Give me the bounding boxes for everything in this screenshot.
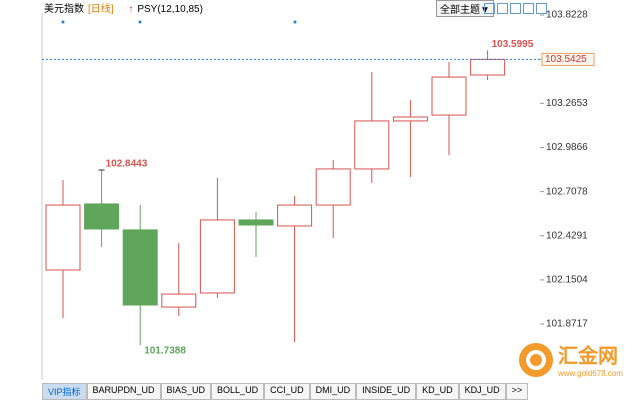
y-tick-label: 103.2653: [546, 98, 588, 109]
y-tick-label: 103.8228: [546, 10, 588, 21]
tab[interactable]: BARUPDN_UD: [86, 383, 161, 400]
candle-body: [277, 204, 313, 227]
watermark: 汇金网 www.gold678.com: [519, 343, 623, 378]
signal-dot: [138, 20, 142, 24]
low-label: 101.7388: [144, 346, 186, 357]
period[interactable]: [日线]: [88, 4, 114, 15]
site: www.gold678.com: [557, 369, 623, 378]
indicator-tabs: VIP指标 BARUPDN_UD BIAS_UD BOLL_UD CCI_UD DMI_U…: [42, 383, 529, 400]
theme-select[interactable]: 全部主题▼: [436, 0, 494, 17]
candle-body: [84, 203, 120, 230]
candle-body: [199, 219, 235, 294]
last-price-label: 103.5425: [545, 54, 587, 65]
icon[interactable]: [523, 3, 534, 14]
tab[interactable]: CCI_UD: [264, 383, 310, 400]
logo-mark: [526, 350, 546, 370]
indicator[interactable]: PSY(12,10,85): [137, 4, 203, 15]
candle-body: [122, 229, 158, 306]
y-tick-label: 101.8717: [546, 319, 588, 330]
y-tick-label: 102.4291: [546, 230, 588, 241]
y-tick-label: 102.9866: [546, 142, 588, 153]
candle-body: [392, 116, 428, 122]
signal-dot: [61, 20, 65, 24]
high-label: 102.8443: [106, 159, 148, 170]
candle-body: [161, 293, 197, 308]
candle-body: [354, 120, 390, 170]
tab[interactable]: VIP指标: [42, 383, 87, 400]
tab[interactable]: BOLL_UD: [211, 383, 265, 400]
symbol: 美元指数: [44, 4, 84, 15]
y-tick-label: 102.7078: [546, 186, 588, 197]
signal-dot: [293, 20, 297, 24]
y-tick-label: 102.1504: [546, 275, 588, 286]
tab[interactable]: KDJ_UD: [458, 383, 506, 400]
tab[interactable]: INSIDE_UD: [356, 383, 417, 400]
toolbar-icons: [484, 1, 549, 19]
tab[interactable]: DMI_UD: [309, 383, 357, 400]
tab[interactable]: BIAS_UD: [160, 383, 212, 400]
tab[interactable]: >>: [505, 383, 529, 400]
last-price-box: [541, 52, 595, 66]
high-label: 103.5995: [492, 39, 534, 50]
candle-body: [431, 76, 467, 116]
chart: 101.8717 102.1504 102.4291 102.7078 102.9866…: [41, 10, 595, 380]
brand: 汇金网: [558, 343, 618, 367]
tab[interactable]: KD_UD: [416, 383, 459, 400]
icon[interactable]: [536, 3, 547, 14]
logo: [519, 343, 553, 377]
icon[interactable]: [484, 3, 495, 14]
candle-body: [45, 204, 81, 271]
candle-body: [238, 219, 274, 226]
icon[interactable]: [510, 3, 521, 14]
icon[interactable]: [497, 3, 508, 14]
candle-body: [315, 168, 351, 206]
toolbar: 美元指数 [日线] ↑ PSY(12,10,85): [44, 4, 203, 15]
candle-body: [470, 58, 506, 76]
